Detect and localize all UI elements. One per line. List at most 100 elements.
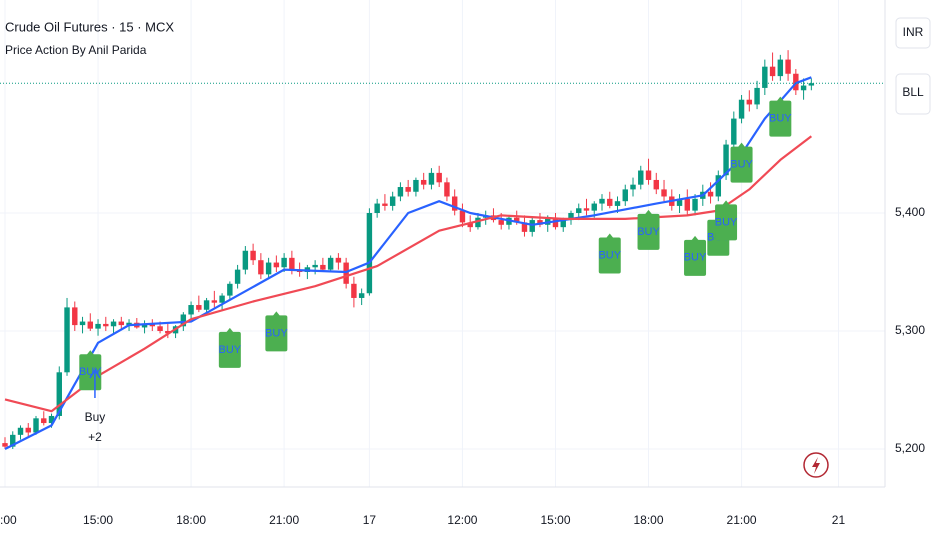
candle-body (56, 372, 62, 416)
x-tick-label: 21 (832, 513, 846, 527)
signal-pointer (691, 235, 700, 241)
candle-body (242, 250, 249, 270)
candle-body (754, 87, 760, 105)
candle-body (227, 283, 233, 296)
candle-body (560, 220, 566, 228)
candle-body (622, 189, 628, 202)
candle-body (800, 85, 807, 91)
y-tick-label: 5,200 (895, 441, 925, 455)
candle-body (64, 307, 70, 373)
indicator-badge: BLL (902, 85, 924, 99)
buy-signal-label: BUY (598, 249, 621, 261)
candle-body (149, 323, 156, 327)
candle-body (17, 427, 24, 435)
candle-body (692, 198, 698, 211)
buy-signal (730, 146, 753, 183)
candle-body (335, 257, 342, 263)
candle-body (498, 220, 504, 225)
buy-signal (265, 315, 288, 352)
currency-box[interactable] (895, 17, 931, 49)
candle-body (645, 170, 652, 180)
candle-body (599, 198, 605, 204)
candle-body (715, 175, 722, 197)
signal-pointer (722, 200, 731, 206)
candle-body (289, 257, 295, 270)
candle-body (630, 184, 636, 190)
annotation-text: +2 (88, 430, 102, 444)
buy-signal (769, 100, 792, 137)
candle-body (738, 99, 745, 119)
buy-signal-label: BUY (715, 216, 738, 228)
candle-body (265, 262, 272, 275)
candle-body (87, 321, 94, 329)
buy-signal (79, 354, 102, 391)
candle-body (312, 264, 318, 268)
signal-pointer (225, 327, 234, 333)
signal-pointer (605, 233, 614, 239)
candle-body (273, 262, 280, 268)
alert-icon[interactable] (803, 452, 829, 478)
candle-body (576, 208, 582, 213)
candle-body (351, 283, 357, 298)
candle-body (41, 418, 47, 424)
candle-body (95, 323, 101, 329)
annotation-text: Buy (85, 410, 106, 424)
candle-body (467, 222, 473, 228)
moving-average (4, 76, 812, 450)
signal-pointer (86, 350, 95, 356)
candle-body (327, 257, 334, 270)
candle-body (141, 323, 148, 328)
candle-body (103, 323, 109, 327)
annotation-arrowhead (89, 368, 101, 379)
candle-body (413, 179, 419, 192)
candle-body (397, 187, 404, 197)
candle-body (389, 196, 396, 206)
x-tick-label: 18:00 (634, 513, 664, 527)
candle-body (638, 170, 644, 185)
candle-body (72, 307, 78, 326)
buy-signal-label: BUY (730, 159, 753, 171)
candle-body (358, 293, 365, 298)
signal-pointer (776, 96, 785, 102)
moving-average (4, 135, 813, 413)
currency: INR (903, 25, 924, 39)
candle-body (591, 203, 597, 211)
candle-body (382, 203, 388, 206)
candle-body (762, 66, 768, 88)
candle-body (723, 144, 729, 176)
x-tick-label: 21:00 (727, 513, 757, 527)
candle-body (366, 212, 373, 294)
candle-body (374, 203, 380, 213)
candle-body (444, 182, 450, 197)
candle-body (545, 217, 551, 225)
x-tick-label: 15:00 (540, 513, 570, 527)
candle-body (731, 118, 737, 145)
chart-subtitle: Price Action By Anil Parida (5, 43, 147, 57)
candle-body (614, 201, 621, 206)
candle-body (165, 330, 171, 334)
candle-body (48, 415, 55, 424)
candle-body (607, 198, 613, 206)
candle-body (25, 427, 31, 433)
candle-body (529, 220, 535, 232)
grid (0, 0, 885, 487)
chart-title: Crude Oil Futures · 15 · MCX (5, 19, 174, 34)
candle-body (676, 198, 683, 206)
signal-pointer (272, 311, 281, 317)
indicator-box[interactable] (895, 73, 931, 115)
candle-body (188, 305, 194, 315)
candle-body (343, 262, 349, 284)
candle-body (10, 434, 16, 447)
candle-body (320, 264, 326, 270)
alert-bolt (812, 457, 820, 474)
candle-body (793, 73, 799, 91)
candle-body (157, 326, 163, 331)
candle-body (769, 66, 776, 77)
candle-body (808, 83, 815, 86)
candle-body (33, 418, 39, 433)
buy-signal (684, 239, 707, 276)
buy-signal (637, 213, 660, 250)
x-tick-label: 12:00 (447, 513, 477, 527)
